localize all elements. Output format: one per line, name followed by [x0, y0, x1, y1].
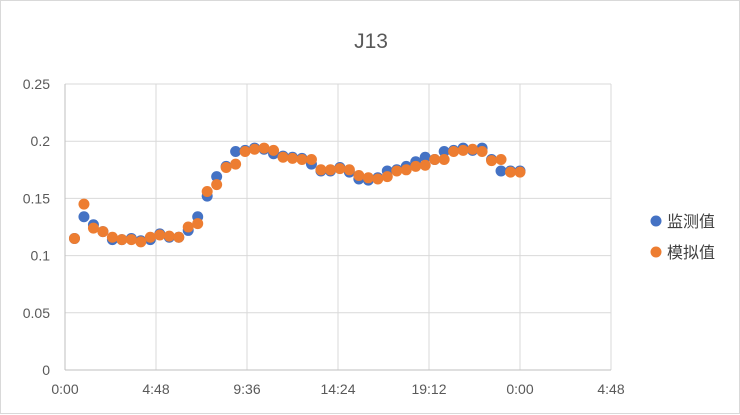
data-point	[448, 145, 460, 157]
data-point	[125, 234, 137, 246]
data-point	[78, 198, 90, 210]
y-tick-label: 0	[42, 362, 50, 378]
data-point	[362, 172, 374, 184]
x-tick-label: 19:12	[411, 381, 446, 397]
data-point	[486, 155, 498, 167]
data-point	[230, 158, 242, 170]
data-point	[135, 236, 147, 248]
data-point	[438, 154, 450, 166]
data-point	[343, 164, 355, 176]
data-point	[305, 154, 317, 166]
data-point	[476, 145, 488, 157]
data-point	[353, 170, 365, 182]
data-point	[324, 164, 336, 176]
y-tick-label: 0.1	[31, 248, 51, 264]
data-point	[495, 165, 507, 177]
data-point	[239, 145, 251, 157]
data-point	[334, 163, 346, 175]
data-point	[315, 164, 327, 176]
legend-marker	[650, 215, 662, 227]
data-point	[429, 154, 441, 166]
data-point	[391, 165, 403, 177]
x-tick-label: 4:48	[142, 381, 169, 397]
data-point	[467, 143, 479, 155]
data-point	[192, 218, 204, 230]
data-point	[457, 144, 469, 156]
data-point	[258, 142, 270, 154]
data-point	[514, 166, 526, 178]
data-point	[144, 231, 156, 243]
data-point	[495, 154, 507, 166]
y-tick-label: 0.2	[31, 133, 51, 149]
data-point	[182, 221, 194, 233]
data-point	[106, 231, 118, 243]
data-point	[230, 145, 242, 157]
data-point	[163, 230, 175, 242]
x-tick-label: 4:48	[597, 381, 624, 397]
data-point	[154, 229, 166, 241]
data-point	[400, 164, 412, 176]
data-point	[116, 234, 128, 246]
data-point	[211, 171, 223, 183]
data-point	[249, 143, 261, 155]
data-point	[173, 231, 185, 243]
data-point	[68, 232, 80, 244]
data-point	[211, 179, 223, 191]
data-point	[287, 152, 298, 164]
axes	[64, 84, 611, 371]
data-point	[296, 154, 308, 166]
x-tick-label: 9:36	[233, 381, 260, 397]
x-tick-label: 0:00	[506, 381, 533, 397]
data-point	[268, 144, 280, 156]
data-point	[78, 211, 90, 223]
tick-labels: 0 0.05 0.1 0.15 0.2 0.25 0:00 4:48 9:36 14:24 19:1…	[23, 76, 625, 397]
chart-title: J13	[354, 30, 388, 53]
data-point	[505, 166, 517, 178]
data-point	[410, 160, 422, 172]
data-point	[419, 151, 431, 163]
data-series	[68, 142, 526, 248]
grid-lines	[65, 83, 612, 370]
data-point	[220, 162, 232, 174]
x-tick-label: 0:00	[51, 381, 78, 397]
y-tick-label: 0.05	[23, 305, 50, 321]
data-point	[97, 226, 109, 238]
y-tick-label: 0.15	[23, 190, 50, 206]
data-point	[438, 145, 450, 157]
data-point	[381, 171, 393, 183]
data-point	[277, 151, 289, 163]
series-2	[68, 142, 526, 248]
data-point	[419, 159, 431, 171]
legend-marker	[650, 246, 662, 258]
data-point	[87, 222, 99, 234]
data-point	[201, 186, 213, 198]
legend-label: 监测值	[667, 212, 715, 231]
x-tick-label: 14:24	[320, 381, 355, 397]
data-point	[372, 173, 384, 185]
y-tick-label: 0.25	[23, 76, 50, 92]
legend-label: 模拟值	[667, 243, 715, 262]
